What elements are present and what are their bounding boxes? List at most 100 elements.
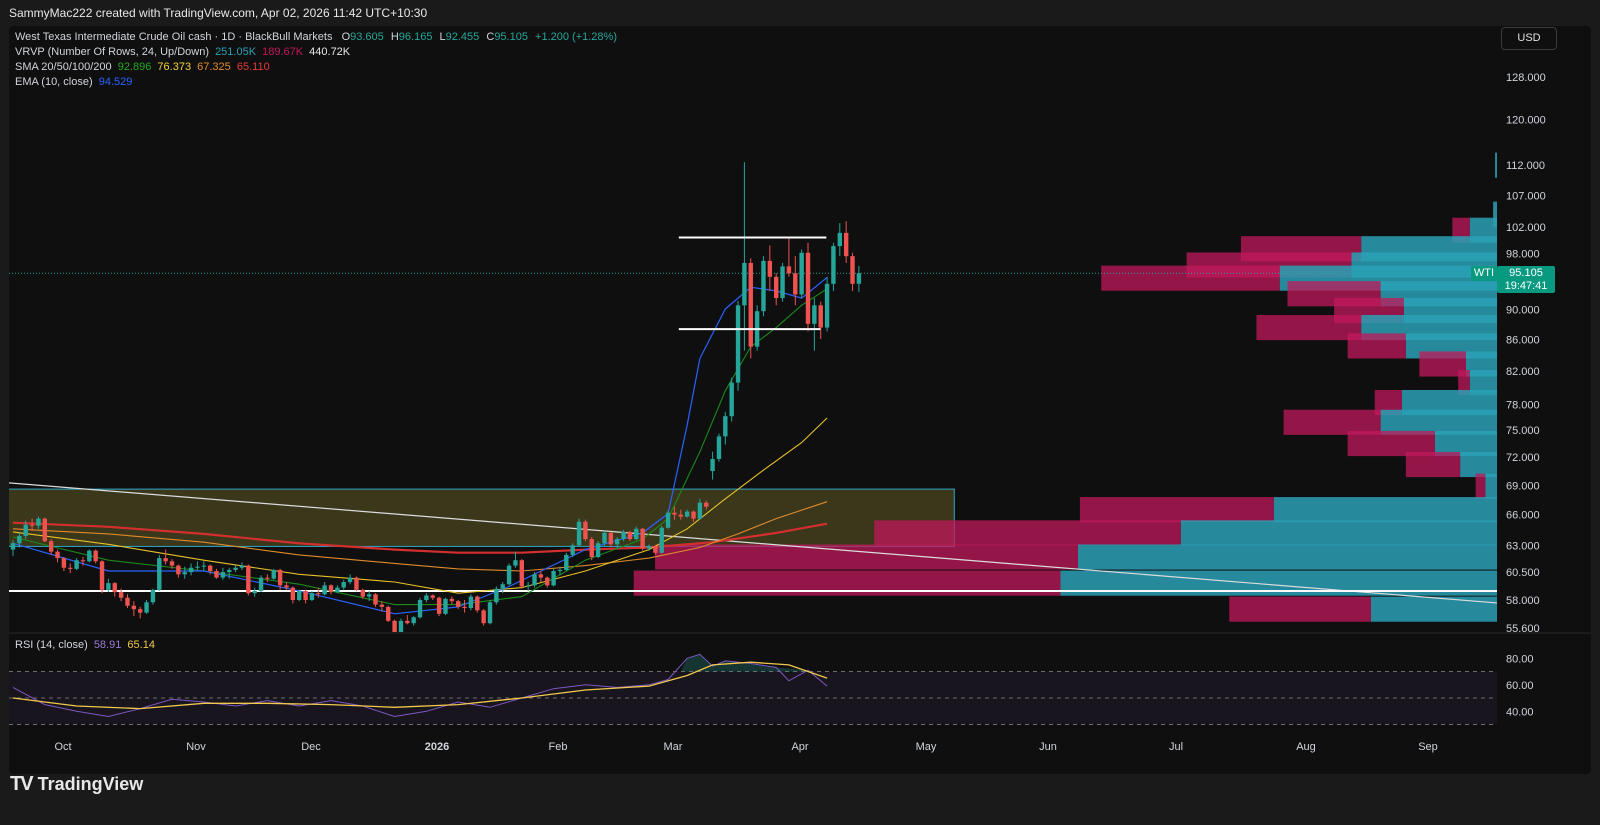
rsi-line <box>12 653 828 718</box>
candle-body <box>80 560 86 562</box>
sma100-value: 67.325 <box>197 61 231 73</box>
candle-body <box>303 590 308 600</box>
candle-body <box>843 232 849 257</box>
price-axis-label: 58.000 <box>1506 595 1540 607</box>
time-axis-label: Mar <box>664 741 683 753</box>
candle-body <box>519 560 524 587</box>
price-axis-label: 78.000 <box>1506 399 1540 411</box>
candle-body <box>805 252 811 324</box>
candle-body <box>532 574 537 586</box>
chart-frame[interactable] <box>9 26 1591 774</box>
candle-body <box>557 569 563 572</box>
volume-profile-down-bar <box>1347 430 1435 457</box>
candle-body <box>646 546 652 549</box>
candle-body <box>615 539 620 545</box>
candle-body <box>233 567 238 570</box>
candle-body <box>214 571 219 578</box>
rsi-axis-label: 40.00 <box>1506 706 1534 718</box>
bar-countdown: 19:47:41 <box>1504 280 1548 292</box>
candle-body <box>456 601 461 607</box>
candle-body <box>227 569 232 573</box>
symbol-legend-row: West Texas Intermediate Crude Oil cash ·… <box>15 30 617 45</box>
candle-body <box>10 543 16 550</box>
candle-body <box>258 577 264 591</box>
tradingview-logo-icon: TV <box>10 772 34 795</box>
candle-body <box>411 617 416 624</box>
candle-body <box>195 566 200 568</box>
candle-body <box>513 560 518 566</box>
candle-body <box>545 577 550 586</box>
tradingview-wordmark: TradingView <box>37 773 144 794</box>
sma200-value: 65.110 <box>236 61 270 73</box>
candle-body <box>169 561 175 566</box>
candle-body <box>430 595 435 598</box>
rsi-label: RSI (14, close) <box>15 639 88 651</box>
symbol-title[interactable]: West Texas Intermediate Crude Oil cash ·… <box>15 31 333 43</box>
price-axis-label: 98.000 <box>1506 248 1540 260</box>
candle-body <box>246 565 251 594</box>
candle-body <box>284 585 289 588</box>
candle-body <box>653 546 658 553</box>
volume-profile-down-bar <box>1475 473 1486 499</box>
candle-body <box>366 594 372 597</box>
candle-body <box>595 543 601 558</box>
candle-body <box>831 246 836 284</box>
candle-body <box>761 260 766 312</box>
candle-body <box>424 595 429 600</box>
candle-body <box>239 565 245 568</box>
candle-body <box>837 232 842 247</box>
volume-profile-down-bar <box>655 544 1078 570</box>
sma-legend-row[interactable]: SMA 20/50/100/200 92.896 76.373 67.325 6… <box>15 60 617 75</box>
candle-body <box>36 518 41 526</box>
attribution-bar: SammyMac222 created with TradingView.com… <box>0 0 1600 26</box>
candle-body <box>309 593 315 600</box>
currency-button[interactable]: USD <box>1501 27 1557 50</box>
rsi-legend[interactable]: RSI (14, close) 58.91 65.14 <box>15 639 155 651</box>
candle-body <box>417 600 423 618</box>
time-axis-label: 2026 <box>425 741 449 753</box>
volume-profile-down-bar <box>1405 451 1461 478</box>
time-axis-label: Apr <box>791 741 808 753</box>
candle-body <box>627 531 633 540</box>
price-axis-label: 107.000 <box>1506 190 1546 202</box>
candle-body <box>335 587 340 593</box>
price-axis-label: 60.500 <box>1506 567 1540 579</box>
tradingview-logo[interactable]: TV TradingView <box>10 772 143 796</box>
candle-body <box>188 567 194 573</box>
candle-body <box>716 436 722 459</box>
supply-zone-box <box>9 488 955 547</box>
ema-value: 94.529 <box>98 76 133 88</box>
candle-body <box>786 266 792 274</box>
rsi-overbought-fill <box>680 654 815 672</box>
candle-body <box>360 589 365 597</box>
candle-body <box>729 382 734 417</box>
candle-body <box>856 273 862 284</box>
descending-trendline <box>9 482 1497 604</box>
sma20-value: 92.896 <box>117 61 152 73</box>
candle-body <box>112 583 117 593</box>
price-axis-label: 63.000 <box>1506 540 1540 552</box>
time-axis-label: Jul <box>1169 741 1183 753</box>
candle-body <box>602 532 607 544</box>
volume-profile-down-bar <box>1458 370 1470 396</box>
candle-body <box>640 528 645 549</box>
vrvp-legend-row[interactable]: VRVP (Number Of Rows, 24, Up/Down) 251.0… <box>15 45 617 60</box>
price-axis-label: 55.600 <box>1506 623 1540 635</box>
candle-body <box>735 305 741 383</box>
candle-body <box>17 535 22 544</box>
price-axis-label: 86.000 <box>1506 335 1540 347</box>
ema-legend-row[interactable]: EMA (10, close) 94.529 <box>15 75 617 90</box>
candle-body <box>665 512 671 528</box>
candle-body <box>61 558 67 568</box>
candle-body <box>659 527 664 553</box>
rsi-ma-line <box>12 661 828 710</box>
time-axis-label: Sep <box>1418 741 1438 753</box>
candle-body <box>500 584 505 589</box>
volume-profile-down-bar <box>1101 265 1280 291</box>
candle-body <box>398 620 404 632</box>
volume-profile-up-bar <box>1370 596 1497 622</box>
price-axis-label: 120.000 <box>1506 115 1546 127</box>
time-axis-label: Jun <box>1039 741 1057 753</box>
candle-body <box>443 598 448 614</box>
